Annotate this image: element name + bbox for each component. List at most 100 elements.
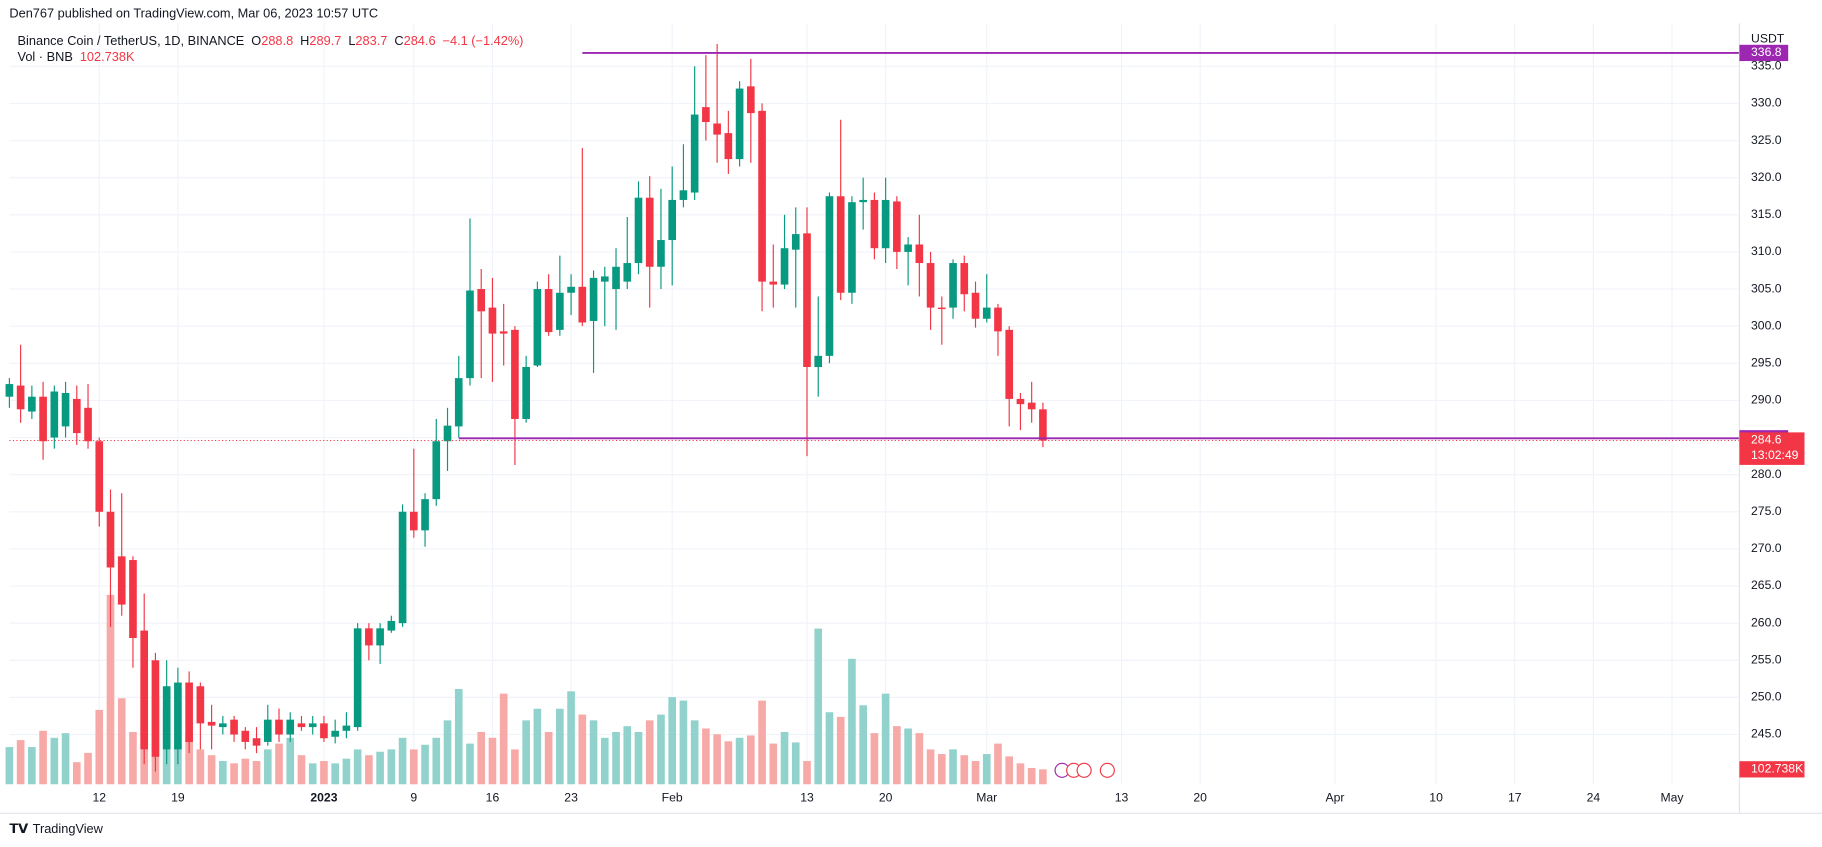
- candle-body: [589, 277, 598, 321]
- volume-bar: [511, 749, 519, 785]
- volume-bar: [589, 720, 598, 785]
- candle-body: [174, 682, 182, 750]
- volume-bar: [612, 731, 620, 785]
- candle-body: [735, 88, 744, 160]
- candle-body: [623, 263, 632, 282]
- x-tick-label: 23: [564, 790, 578, 804]
- candle-body: [522, 366, 530, 419]
- l-label: L: [348, 33, 355, 48]
- candle-body: [72, 398, 81, 434]
- candle-body: [803, 233, 811, 367]
- volume-bar: [859, 705, 867, 785]
- candle-body: [915, 244, 924, 264]
- volume-bar: [1005, 756, 1014, 785]
- volume-bar: [252, 761, 261, 785]
- candle-body: [409, 511, 418, 531]
- candle-body: [28, 396, 36, 412]
- candle-body: [657, 240, 665, 267]
- x-tick-label: Feb: [662, 790, 683, 804]
- candle-body: [320, 723, 328, 739]
- event-icons: [1054, 762, 1115, 778]
- y-tick-label: 315.0: [1751, 207, 1782, 221]
- candle-body: [904, 244, 912, 252]
- candle-body: [937, 307, 946, 310]
- y-tick-label: 290.0: [1751, 393, 1782, 407]
- candle-body: [578, 286, 587, 323]
- candle-body: [432, 441, 441, 500]
- candle-body: [634, 197, 643, 264]
- candle-body: [106, 511, 115, 568]
- candle-body: [791, 234, 800, 250]
- y-tick-label: 300.0: [1751, 318, 1782, 332]
- x-tick-label: 16: [486, 790, 500, 804]
- candle-body: [511, 329, 519, 419]
- candle-body: [308, 723, 317, 728]
- volume-label-box: [1739, 761, 1805, 778]
- volume-bar: [308, 763, 317, 785]
- volume-bar: [825, 712, 834, 785]
- candle-body: [61, 392, 70, 427]
- c-value: 284.6: [404, 33, 436, 48]
- volume-bar: [230, 763, 238, 785]
- volume-bar: [219, 761, 227, 785]
- volume-bar: [16, 740, 25, 785]
- volume-bar: [443, 720, 452, 785]
- candle-body: [488, 307, 497, 334]
- volume-name: Vol · BNB: [18, 49, 73, 64]
- volume-bar: [72, 762, 81, 785]
- volume-bar: [747, 735, 755, 785]
- volume-bar: [735, 737, 744, 785]
- candle-body: [219, 723, 227, 728]
- volume-bar: [275, 743, 283, 785]
- volume-bar: [870, 733, 879, 785]
- candle-body: [836, 196, 845, 293]
- x-tick-label: 13: [1115, 790, 1129, 804]
- o-value: 288.8: [261, 33, 293, 48]
- candle-body: [297, 723, 306, 728]
- candle-body: [263, 719, 272, 742]
- candle-body: [387, 620, 396, 631]
- volume-bar: [634, 731, 643, 785]
- x-tick-label: Mar: [976, 790, 997, 804]
- h-label: H: [300, 33, 309, 48]
- candle-body: [477, 289, 486, 312]
- volume-bar: [982, 754, 991, 785]
- volume-bar: [387, 749, 396, 785]
- x-tick-label: 10: [1429, 790, 1443, 804]
- candle-body: [275, 719, 283, 735]
- change: −4.1 (−1.42%): [443, 33, 524, 48]
- candle-body: [994, 307, 1002, 332]
- volume-bar: [971, 761, 980, 785]
- volume-bar: [791, 742, 800, 785]
- volume-bar: [106, 594, 115, 785]
- candle-body: [702, 107, 710, 122]
- volume-bar: [454, 688, 463, 785]
- volume-bar: [623, 726, 632, 785]
- x-tick-label: 20: [879, 790, 893, 804]
- volume-bar: [668, 697, 677, 785]
- candle-body: [331, 730, 339, 737]
- o-label: O: [251, 33, 261, 48]
- volume-bar: [937, 754, 946, 785]
- x-tick-label: Apr: [1326, 790, 1345, 804]
- countdown: 13:02:49: [1751, 448, 1799, 462]
- currency: USDT: [1751, 32, 1785, 46]
- volume-bar: [185, 737, 193, 785]
- candle-body: [1016, 398, 1025, 405]
- volume-bar: [657, 714, 665, 785]
- x-tick-label: 17: [1508, 790, 1522, 804]
- candle-body: [454, 378, 463, 427]
- volume-bar: [61, 733, 70, 785]
- plot: [5, 44, 1740, 785]
- candle-body: [1027, 402, 1036, 410]
- candle-body: [353, 628, 362, 728]
- candle-body: [747, 86, 755, 114]
- volume-bar: [713, 734, 721, 785]
- volume-bar: [5, 747, 14, 785]
- volume-bar: [926, 749, 935, 785]
- volume-bar: [207, 755, 216, 785]
- candle-body: [949, 263, 957, 308]
- candle-body: [151, 660, 160, 757]
- candle-body: [117, 556, 126, 605]
